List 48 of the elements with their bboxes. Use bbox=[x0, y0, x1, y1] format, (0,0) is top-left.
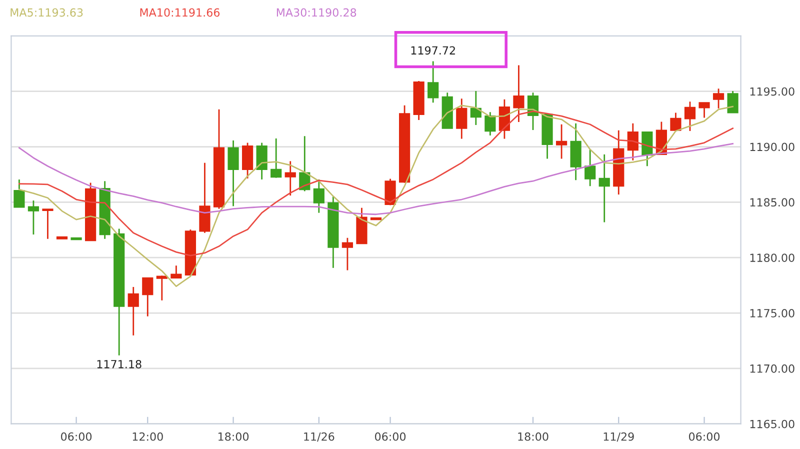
x-tick-label: 06:00 bbox=[61, 432, 92, 441]
candlestick bbox=[42, 208, 54, 240]
candlestick bbox=[584, 148, 596, 187]
x-tick-label: 11/29 bbox=[604, 432, 634, 442]
candlestick bbox=[712, 88, 724, 110]
annotation: 1197.72 bbox=[411, 46, 455, 55]
candlestick bbox=[727, 90, 738, 114]
line-series bbox=[18, 142, 734, 216]
candlestick bbox=[513, 64, 524, 123]
candlestick bbox=[342, 237, 354, 271]
candlestick bbox=[128, 286, 139, 336]
x-tick-label: 18:00 bbox=[218, 432, 249, 441]
y-tick-label: 1195.00 bbox=[750, 87, 794, 96]
candlestick bbox=[242, 142, 254, 180]
candlestick bbox=[556, 124, 568, 160]
candlestick bbox=[256, 142, 268, 180]
candlestick bbox=[456, 98, 468, 140]
y-tick-label: 1170.00 bbox=[750, 364, 794, 373]
candlestick bbox=[170, 264, 182, 279]
x-tick-label: 12:00 bbox=[132, 432, 163, 441]
candlestick bbox=[598, 154, 610, 223]
candlestick bbox=[284, 160, 296, 196]
y-tick-label: 1165.00 bbox=[750, 420, 794, 428]
x-tick-label: 06:00 bbox=[688, 432, 720, 441]
y-tick-label: 1190.00 bbox=[750, 142, 794, 152]
candlestick bbox=[228, 140, 239, 207]
candlestick bbox=[142, 277, 154, 318]
candlestick bbox=[313, 178, 324, 214]
candlestick bbox=[684, 100, 696, 132]
candlestick bbox=[698, 102, 710, 118]
candlestick bbox=[14, 178, 25, 208]
candlestick bbox=[484, 111, 496, 136]
text: MA5:1193.63 bbox=[10, 8, 83, 17]
candlestick bbox=[270, 138, 282, 178]
annotation: 1171.18 bbox=[97, 360, 142, 368]
candlestick bbox=[670, 112, 682, 132]
candlestick bbox=[428, 60, 439, 104]
candlestick bbox=[627, 122, 638, 162]
x-tick-label: 11/26 bbox=[304, 432, 334, 442]
text: MA30:1190.28 bbox=[276, 8, 356, 17]
x-tick-label: 06:00 bbox=[374, 432, 406, 441]
y-tick-label: 1175.00 bbox=[750, 308, 794, 318]
candlestick bbox=[156, 274, 168, 302]
candlestick bbox=[28, 200, 40, 236]
y-tick-label: 1180.00 bbox=[750, 254, 794, 262]
x-tick-label: 18:00 bbox=[518, 432, 548, 441]
y-tick-label: 1185.00 bbox=[750, 198, 794, 207]
text: MA10:1191.66 bbox=[140, 8, 220, 17]
